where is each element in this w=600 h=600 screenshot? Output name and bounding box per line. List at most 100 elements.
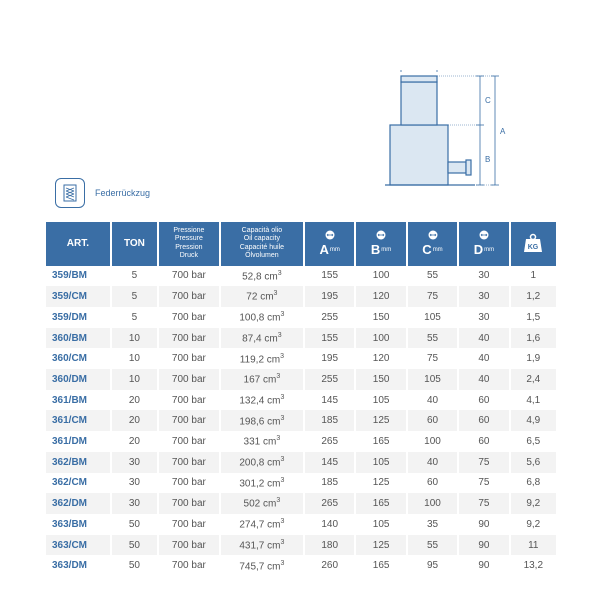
cell-oil: 431,7 cm3 xyxy=(221,535,303,556)
spec-table: ART. TON Pressione Pressure Pression Dru… xyxy=(46,222,556,576)
cell-ton: 5 xyxy=(112,286,157,307)
col-pressure: Pressione Pressure Pression Druck xyxy=(159,222,219,266)
cell-a: 140 xyxy=(305,514,354,535)
cell-b: 105 xyxy=(356,514,405,535)
cell-kg: 1,6 xyxy=(511,328,556,349)
cell-a: 155 xyxy=(305,266,354,287)
cell-kg: 6,8 xyxy=(511,473,556,494)
cell-ton: 30 xyxy=(112,473,157,494)
cell-oil: 72 cm3 xyxy=(221,286,303,307)
table-row: 362/DM30700 bar502 cm3265165100759,2 xyxy=(46,493,556,514)
table-row: 360/DM10700 bar167 cm3255150105402,4 xyxy=(46,369,556,390)
table-row: 363/CM50700 bar431,7 cm3180125559011 xyxy=(46,535,556,556)
cell-art: 363/DM xyxy=(46,555,110,576)
cell-a: 260 xyxy=(305,555,354,576)
cell-d: 60 xyxy=(459,390,508,411)
cell-kg: 1,9 xyxy=(511,348,556,369)
table-row: 363/DM50700 bar745,7 cm3260165959013,2 xyxy=(46,555,556,576)
cell-press: 700 bar xyxy=(159,555,219,576)
col-d: Dmm xyxy=(459,222,508,266)
table-row: 359/DM5700 bar100,8 cm3255150105301,5 xyxy=(46,307,556,328)
cell-a: 155 xyxy=(305,328,354,349)
cell-art: 359/BM xyxy=(46,266,110,287)
cell-c: 100 xyxy=(408,493,457,514)
cell-press: 700 bar xyxy=(159,535,219,556)
cell-ton: 5 xyxy=(112,307,157,328)
cell-a: 265 xyxy=(305,493,354,514)
spring-return-legend: Federrückzug xyxy=(55,178,150,208)
cell-oil: 331 cm3 xyxy=(221,431,303,452)
cell-ton: 10 xyxy=(112,328,157,349)
cell-kg: 1 xyxy=(511,266,556,287)
cell-b: 165 xyxy=(356,555,405,576)
cell-c: 105 xyxy=(408,369,457,390)
cell-art: 361/DM xyxy=(46,431,110,452)
cell-art: 359/DM xyxy=(46,307,110,328)
cell-oil: 87,4 cm3 xyxy=(221,328,303,349)
table-row: 362/CM30700 bar301,2 cm318512560756,8 xyxy=(46,473,556,494)
cell-b: 150 xyxy=(356,307,405,328)
cell-d: 40 xyxy=(459,348,508,369)
cell-kg: 9,2 xyxy=(511,493,556,514)
cell-ton: 10 xyxy=(112,369,157,390)
cell-oil: 745,7 cm3 xyxy=(221,555,303,576)
cell-d: 30 xyxy=(459,286,508,307)
col-kg: KG xyxy=(511,222,556,266)
table-row: 361/DM20700 bar331 cm3265165100606,5 xyxy=(46,431,556,452)
cell-oil: 132,4 cm3 xyxy=(221,390,303,411)
cell-art: 363/BM xyxy=(46,514,110,535)
cell-kg: 4,9 xyxy=(511,410,556,431)
cell-c: 35 xyxy=(408,514,457,535)
cell-b: 105 xyxy=(356,452,405,473)
cell-d: 90 xyxy=(459,535,508,556)
cell-press: 700 bar xyxy=(159,328,219,349)
diagram-label-b: B xyxy=(485,155,490,164)
cell-a: 145 xyxy=(305,390,354,411)
cell-oil: 167 cm3 xyxy=(221,369,303,390)
col-c: Cmm xyxy=(408,222,457,266)
table-row: 360/CM10700 bar119,2 cm319512075401,9 xyxy=(46,348,556,369)
cell-c: 75 xyxy=(408,286,457,307)
table-row: 360/BM10700 bar87,4 cm315510055401,6 xyxy=(46,328,556,349)
cell-d: 75 xyxy=(459,452,508,473)
cell-art: 361/BM xyxy=(46,390,110,411)
cell-press: 700 bar xyxy=(159,473,219,494)
cell-b: 165 xyxy=(356,431,405,452)
spring-return-label: Federrückzug xyxy=(95,188,150,198)
cell-c: 40 xyxy=(408,452,457,473)
cell-press: 700 bar xyxy=(159,452,219,473)
svg-text:KG: KG xyxy=(528,244,539,251)
cell-oil: 52,8 cm3 xyxy=(221,266,303,287)
col-b: Bmm xyxy=(356,222,405,266)
diagram-label-c: C xyxy=(485,96,491,105)
cell-oil: 119,2 cm3 xyxy=(221,348,303,369)
cell-oil: 301,2 cm3 xyxy=(221,473,303,494)
cell-c: 75 xyxy=(408,348,457,369)
cell-d: 40 xyxy=(459,369,508,390)
cell-art: 360/CM xyxy=(46,348,110,369)
cell-d: 75 xyxy=(459,473,508,494)
cell-oil: 274,7 cm3 xyxy=(221,514,303,535)
cell-art: 363/CM xyxy=(46,535,110,556)
cell-a: 265 xyxy=(305,431,354,452)
cell-kg: 5,6 xyxy=(511,452,556,473)
cell-d: 30 xyxy=(459,266,508,287)
cell-b: 125 xyxy=(356,535,405,556)
cell-d: 30 xyxy=(459,307,508,328)
cell-art: 362/BM xyxy=(46,452,110,473)
spring-return-icon xyxy=(55,178,85,208)
col-a: Amm xyxy=(305,222,354,266)
cell-c: 95 xyxy=(408,555,457,576)
cell-d: 60 xyxy=(459,431,508,452)
cell-kg: 1,5 xyxy=(511,307,556,328)
cell-c: 105 xyxy=(408,307,457,328)
cell-kg: 9,2 xyxy=(511,514,556,535)
cell-press: 700 bar xyxy=(159,266,219,287)
cell-ton: 10 xyxy=(112,348,157,369)
cell-press: 700 bar xyxy=(159,410,219,431)
cell-b: 120 xyxy=(356,286,405,307)
table-row: 361/CM20700 bar198,6 cm318512560604,9 xyxy=(46,410,556,431)
cell-b: 100 xyxy=(356,328,405,349)
cell-kg: 1,2 xyxy=(511,286,556,307)
cell-c: 100 xyxy=(408,431,457,452)
